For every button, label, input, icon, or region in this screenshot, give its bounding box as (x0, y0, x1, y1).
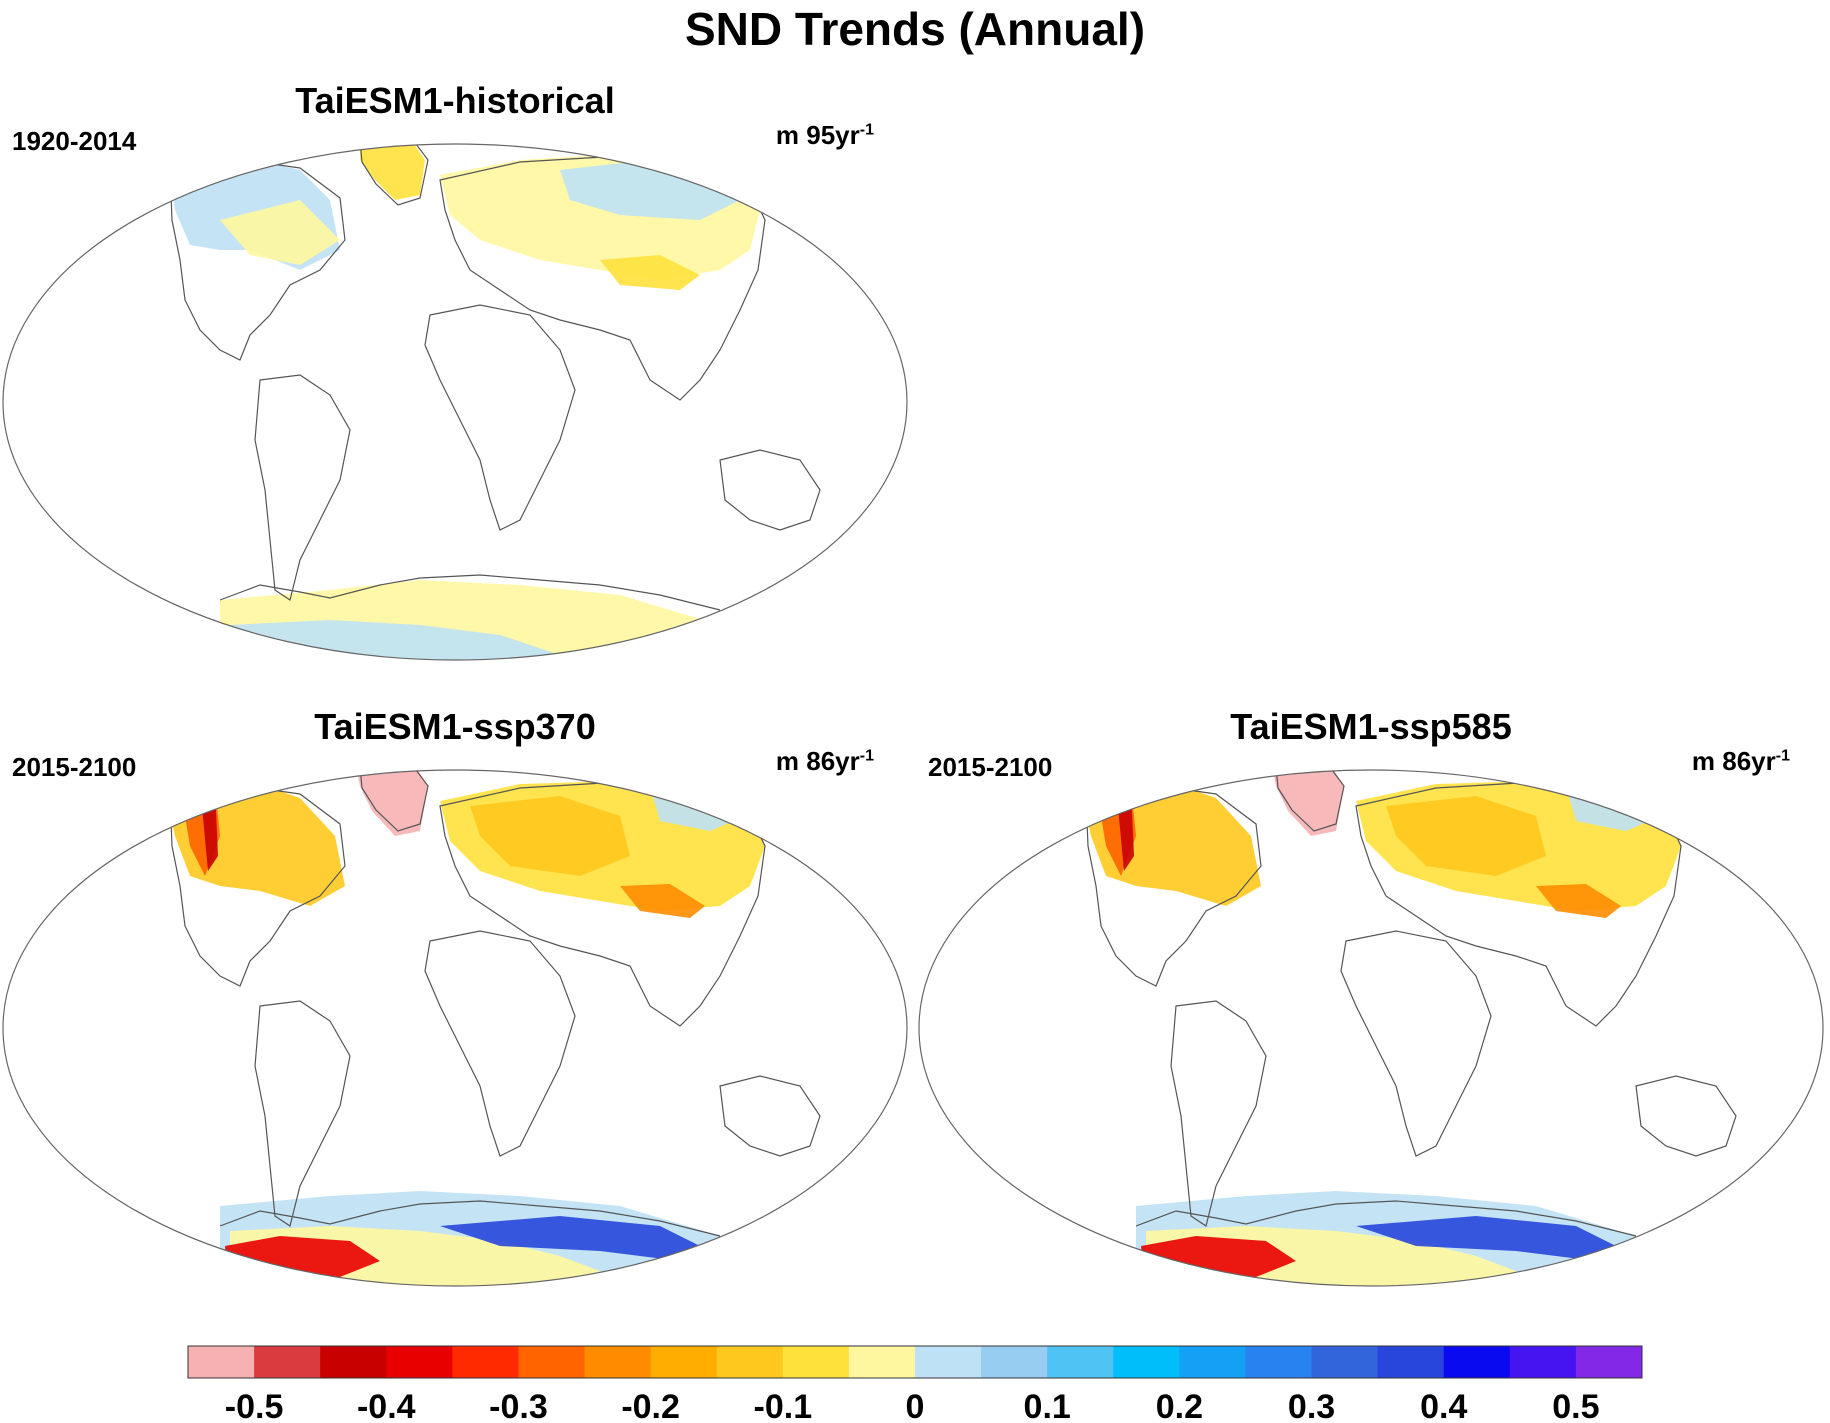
canada-east-shading (220, 200, 340, 265)
antarctica-outline (219, 1200, 721, 1237)
europe-shading (470, 796, 630, 876)
colorbar-tick-label: -0.1 (754, 1388, 813, 1423)
colorbar-tick-label: 0.2 (1156, 1388, 1203, 1423)
colorbar-swatch (320, 1346, 387, 1378)
units-label: m 86yr-1 (775, 746, 874, 776)
colorbar-swatch (1377, 1346, 1445, 1378)
colorbar-swatch (1443, 1346, 1511, 1378)
map-border (2, 143, 908, 661)
africa-outline (424, 930, 576, 1157)
units-label: m 95yr-1 (775, 120, 874, 150)
north-america-outline (169, 783, 346, 987)
colorbar-swatch (782, 1346, 850, 1378)
colorbar-tick-label: 0 (906, 1388, 925, 1423)
colorbar-tick-label: -0.2 (621, 1388, 680, 1423)
australia-outline (719, 1075, 821, 1157)
panel-title: TaiESM1-ssp370 (314, 706, 596, 747)
antarctica-coast-shading (1356, 1216, 1616, 1261)
period-label: 2015-2100 (12, 752, 137, 782)
tibet-shading (620, 884, 705, 918)
colorbar-swatch (716, 1346, 784, 1378)
map-ssp370 (2, 769, 908, 1287)
colorbar-swatch (518, 1346, 586, 1378)
colorbar-swatch (981, 1346, 1048, 1378)
colorbar-tick-label: 0.4 (1420, 1388, 1467, 1423)
greenland-shading (360, 144, 425, 200)
map-historical (2, 143, 908, 661)
units-label: m 86yr-1 (1691, 746, 1790, 776)
greenland-outline (359, 770, 429, 832)
colorbar-swatch (1245, 1346, 1313, 1378)
map-panel-ssp585: TaiESM1-ssp585 2015-2100 m 86yr-1 (916, 706, 1826, 1287)
colorbar-swatch (915, 1346, 982, 1378)
north-america-outline (1085, 783, 1262, 987)
panel-title: TaiESM1-ssp585 (1230, 706, 1512, 747)
colorbar-tick-label: 0.5 (1552, 1388, 1599, 1423)
map-border (918, 769, 1824, 1287)
colorbar-swatch (452, 1346, 519, 1378)
map-border (2, 769, 908, 1287)
colorbar-swatch (1179, 1346, 1246, 1378)
south-america-outline (1170, 1000, 1267, 1227)
colorbar-swatch (254, 1346, 321, 1378)
australia-outline (719, 449, 821, 531)
colorbar-swatch (848, 1346, 916, 1378)
colorbar-tick-label: -0.3 (489, 1388, 548, 1423)
colorbar-swatch (1575, 1346, 1643, 1378)
map-panel-historical: TaiESM1-historical 1920-2014 m 95yr-1 (0, 80, 910, 661)
south-america-outline (254, 374, 351, 601)
south-america-outline (254, 1000, 351, 1227)
panel-title: TaiESM1-historical (295, 80, 615, 121)
greenland-outline (1275, 770, 1345, 832)
tibet-shading (600, 255, 700, 290)
greenland-shading (355, 770, 428, 836)
colorbar-swatch (584, 1346, 652, 1378)
north-america-outline (169, 157, 346, 361)
figure-title: SND Trends (Annual) (684, 3, 1146, 55)
period-label: 1920-2014 (12, 126, 137, 156)
colorbar-tick-label: 0.3 (1288, 1388, 1335, 1423)
colorbar-frame (187, 1345, 1643, 1379)
africa-outline (1340, 930, 1492, 1157)
map-ssp585 (918, 769, 1824, 1287)
colorbar-tick-label: -0.5 (225, 1388, 284, 1423)
colorbar-swatch (1113, 1346, 1180, 1378)
greenland-outline (359, 144, 429, 206)
antarctica-outline (219, 574, 721, 611)
antarctica-outline (1135, 1200, 1637, 1237)
colorbar-swatch (188, 1346, 255, 1378)
colorbar-tick-label: -0.4 (357, 1388, 416, 1423)
map-panel-ssp370: TaiESM1-ssp370 2015-2100 m 86yr-1 (0, 706, 910, 1287)
tibet-shading (1536, 884, 1621, 918)
colorbar-swatch (650, 1346, 718, 1378)
antarctica-coast-shading (440, 1216, 700, 1261)
europe-shading (1386, 796, 1546, 876)
colorbar-swatch (386, 1346, 453, 1378)
africa-outline (424, 304, 576, 531)
colorbar-swatch (1311, 1346, 1379, 1378)
period-label: 2015-2100 (928, 752, 1053, 782)
colorbar-swatch (1509, 1346, 1577, 1378)
colorbar-swatch (1047, 1346, 1114, 1378)
colorbar-tick-label: 0.1 (1024, 1388, 1071, 1423)
australia-outline (1635, 1075, 1737, 1157)
greenland-shading (1271, 770, 1344, 836)
